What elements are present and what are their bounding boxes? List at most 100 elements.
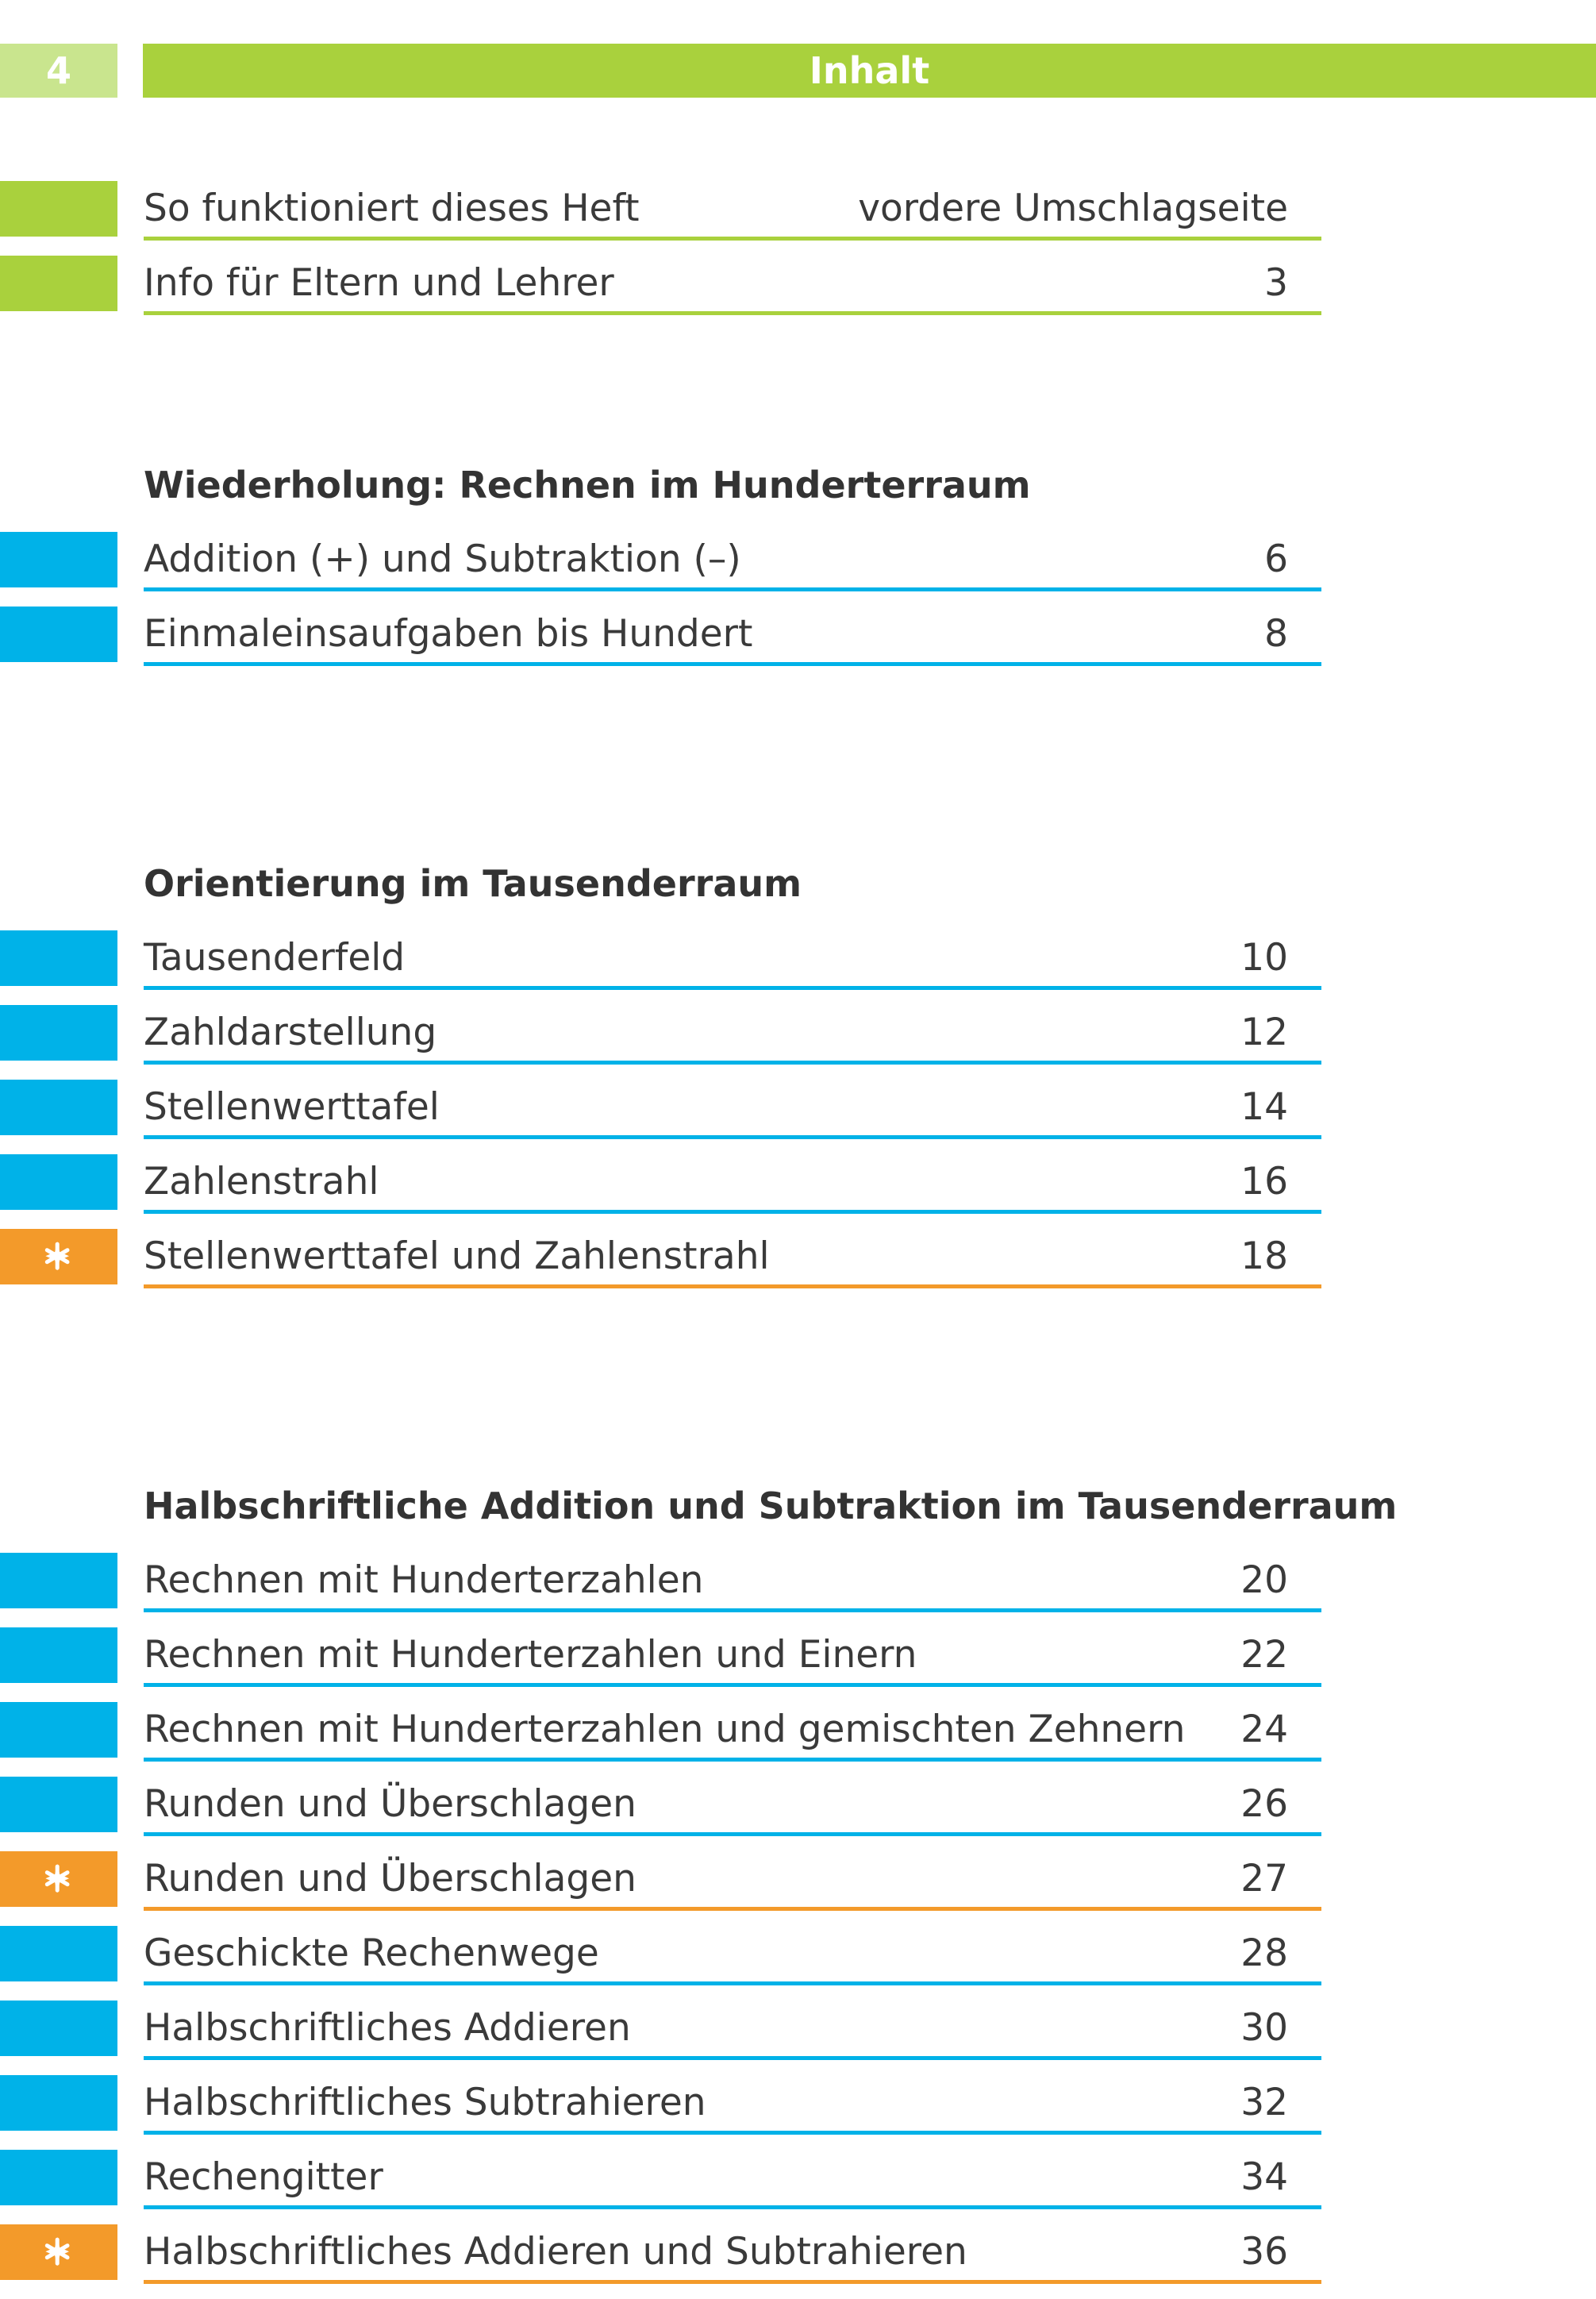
toc-entry: Einmaleinsaufgaben bis Hundert 8: [0, 607, 1321, 681]
toc-entry: Halbschriftliches Subtrahieren 32: [0, 2075, 1321, 2150]
entry-page-number: 6: [1264, 537, 1288, 581]
toc-entry: Runden und Überschlagen 26: [0, 1777, 1321, 1851]
toc-entry: Zahldarstellung 12: [0, 1005, 1321, 1080]
entry-label: Tausenderfeld: [144, 936, 406, 980]
section-halbschriftlich: Halbschriftliche Addition und Subtraktio…: [0, 1478, 1397, 2299]
toc-entry-link[interactable]: Halbschriftliches Subtrahieren 32: [144, 2075, 1321, 2135]
toc-entry-star: Stellenwerttafel und Zahlenstrahl 18: [0, 1229, 1321, 1304]
toc-entry-link[interactable]: Rechnen mit Hunderterzahlen und Einern 2…: [144, 1627, 1321, 1687]
entry-label: So funktioniert dieses Heft: [144, 187, 640, 230]
entry-marker: [0, 2150, 117, 2205]
toc-entry: Geschickte Rechenwege 28: [0, 1926, 1321, 2001]
toc-entry-link[interactable]: Rechnen mit Hunderterzahlen 20: [144, 1553, 1321, 1612]
entry-marker: [0, 532, 117, 587]
entry-label: Halbschriftliches Addieren und Subtrahie…: [144, 2230, 967, 2274]
entry-marker: [0, 1553, 117, 1608]
entry-marker: [0, 1702, 117, 1758]
toc-entry-link[interactable]: Stellenwerttafel und Zahlenstrahl 18: [144, 1229, 1321, 1288]
entry-marker: [0, 1627, 117, 1683]
entry-marker: [0, 1080, 117, 1135]
toc-entry-link[interactable]: Addition (+) und Subtraktion (–) 6: [144, 532, 1321, 591]
toc-entry-link[interactable]: Rechengitter 34: [144, 2150, 1321, 2209]
entry-marker: [0, 607, 117, 662]
toc-entry: Tausenderfeld 10: [0, 930, 1321, 1005]
section-heading: Orientierung im Tausenderraum: [144, 862, 802, 905]
toc-entry-link[interactable]: Halbschriftliches Addieren und Subtrahie…: [144, 2224, 1321, 2284]
toc-entry-link[interactable]: Geschickte Rechenwege 28: [144, 1926, 1321, 1985]
entry-label: Halbschriftliches Addieren: [144, 2006, 631, 2050]
table-of-contents: So funktioniert dieses Heft vordere Umsc…: [0, 181, 1397, 2299]
entry-page-number: 12: [1240, 1011, 1288, 1054]
toc-entry: Stellenwerttafel 14: [0, 1080, 1321, 1154]
toc-entry-link[interactable]: So funktioniert dieses Heft vordere Umsc…: [144, 181, 1321, 241]
page-title: Inhalt: [143, 44, 1596, 98]
entry-label: Zahlenstrahl: [144, 1160, 379, 1203]
toc-entry-link[interactable]: Stellenwerttafel 14: [144, 1080, 1321, 1139]
entry-page-number: 34: [1240, 2155, 1288, 2199]
entry-page-number: 3: [1264, 261, 1288, 305]
toc-entry-link[interactable]: Runden und Überschlagen 26: [144, 1777, 1321, 1836]
entry-page-number: 36: [1240, 2230, 1288, 2274]
entry-marker: [0, 1851, 117, 1907]
toc-entry-star: Runden und Überschlagen 27: [0, 1851, 1321, 1926]
entry-marker: [0, 1926, 117, 1981]
entry-marker: [0, 1154, 117, 1210]
entry-marker: [0, 2001, 117, 2056]
entry-label: Runden und Überschlagen: [144, 1857, 636, 1900]
toc-entry: Addition (+) und Subtraktion (–) 6: [0, 532, 1321, 607]
toc-entry-star: Halbschriftliches Addieren und Subtrahie…: [0, 2224, 1321, 2299]
entry-marker: [0, 181, 117, 237]
entry-label: Addition (+) und Subtraktion (–): [144, 537, 741, 581]
star-icon: [44, 2237, 70, 2266]
section-heading: Wiederholung: Rechnen im Hunderterraum: [144, 464, 1031, 506]
star-icon: [44, 1864, 70, 1893]
toc-entry-link[interactable]: Zahlenstrahl 16: [144, 1154, 1321, 1214]
entry-label: Rechnen mit Hunderterzahlen und Einern: [144, 1633, 917, 1677]
entry-label: Halbschriftliches Subtrahieren: [144, 2081, 706, 2124]
toc-entry-link[interactable]: Runden und Überschlagen 27: [144, 1851, 1321, 1911]
intro-group: So funktioniert dieses Heft vordere Umsc…: [0, 181, 1321, 330]
entry-page-number: 18: [1240, 1234, 1288, 1278]
entry-page-number: 8: [1264, 612, 1288, 656]
toc-entry: Info für Eltern und Lehrer 3: [0, 256, 1321, 330]
toc-entry: Rechengitter 34: [0, 2150, 1321, 2224]
entry-label: Geschickte Rechenwege: [144, 1931, 599, 1975]
entry-label: Info für Eltern und Lehrer: [144, 261, 614, 305]
toc-entry-link[interactable]: Halbschriftliches Addieren 30: [144, 2001, 1321, 2060]
entry-page-number: 24: [1240, 1708, 1288, 1751]
toc-entry: Halbschriftliches Addieren 30: [0, 2001, 1321, 2075]
entry-label: Rechnen mit Hunderterzahlen und gemischt…: [144, 1708, 1186, 1751]
entry-page-number: 32: [1240, 2081, 1288, 2124]
toc-entry-link[interactable]: Tausenderfeld 10: [144, 930, 1321, 990]
entry-marker: [0, 256, 117, 311]
entry-marker: [0, 2075, 117, 2131]
star-icon: [44, 1242, 70, 1271]
entry-label: Runden und Überschlagen: [144, 1782, 636, 1826]
toc-entry: So funktioniert dieses Heft vordere Umsc…: [0, 181, 1321, 256]
page-number: 4: [0, 44, 117, 98]
toc-entry-link[interactable]: Rechnen mit Hunderterzahlen und gemischt…: [144, 1702, 1321, 1762]
toc-entry-link[interactable]: Zahldarstellung 12: [144, 1005, 1321, 1065]
toc-entry-link[interactable]: Info für Eltern und Lehrer 3: [144, 256, 1321, 315]
toc-entry: Zahlenstrahl 16: [0, 1154, 1321, 1229]
entry-marker: [0, 1777, 117, 1832]
entry-page-number: 10: [1240, 936, 1288, 980]
entry-label: Stellenwerttafel und Zahlenstrahl: [144, 1234, 770, 1278]
entry-page-number: 26: [1240, 1782, 1288, 1826]
entry-marker: [0, 1005, 117, 1061]
entry-marker: [0, 2224, 117, 2280]
entry-label: Zahldarstellung: [144, 1011, 437, 1054]
entry-page-number: 27: [1240, 1857, 1288, 1900]
entry-page-number: 20: [1240, 1558, 1288, 1602]
entry-page-number: vordere Umschlagseite: [858, 187, 1288, 230]
section-orientierung: Orientierung im Tausenderraum Tausenderf…: [0, 856, 1321, 1304]
entry-label: Einmaleinsaufgaben bis Hundert: [144, 612, 753, 656]
toc-entry: Rechnen mit Hunderterzahlen 20: [0, 1553, 1321, 1627]
entry-page-number: 28: [1240, 1931, 1288, 1975]
entry-marker: [0, 1229, 117, 1284]
entry-page-number: 22: [1240, 1633, 1288, 1677]
section-wiederholung: Wiederholung: Rechnen im Hunderterraum A…: [0, 457, 1321, 681]
entry-page-number: 16: [1240, 1160, 1288, 1203]
toc-entry: Rechnen mit Hunderterzahlen und gemischt…: [0, 1702, 1321, 1777]
toc-entry-link[interactable]: Einmaleinsaufgaben bis Hundert 8: [144, 607, 1321, 666]
